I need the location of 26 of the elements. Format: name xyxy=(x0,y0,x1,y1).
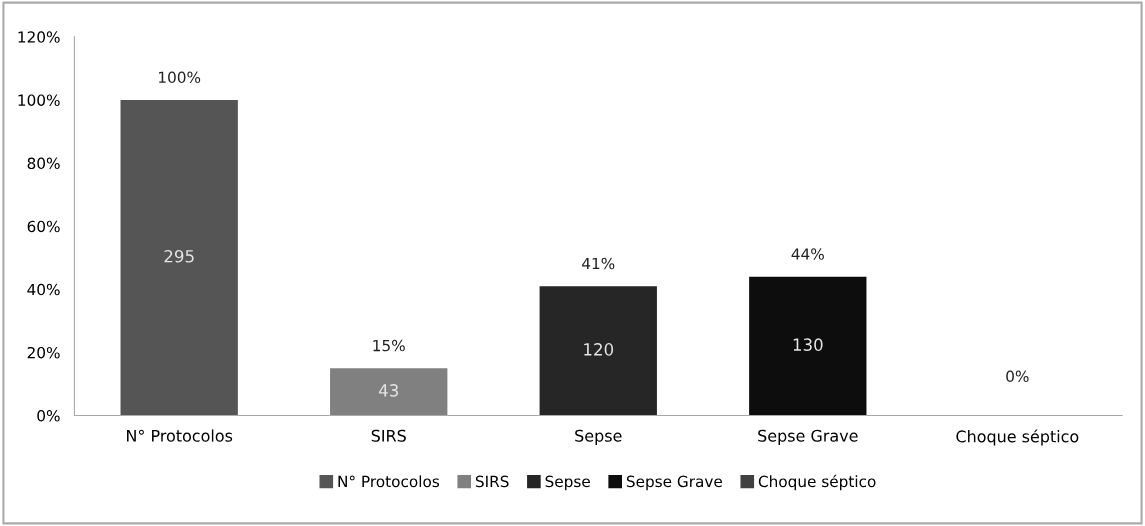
x-tick-label: SIRS xyxy=(371,429,406,442)
x-tick-label: Sepse xyxy=(575,429,622,445)
annotation: 120 xyxy=(584,343,614,356)
y-tick-label: 40% xyxy=(27,283,60,296)
legend-label: SIRS xyxy=(475,475,509,488)
y-tick-label: 60% xyxy=(27,220,60,233)
x-tick-label: Choque séptico xyxy=(956,429,1079,446)
legend-label: Choque séptico xyxy=(758,474,876,491)
y-tick-label: 100% xyxy=(18,94,60,106)
x-tick-label: N° Protocolos xyxy=(127,429,233,442)
legend-label: Sepse Grave xyxy=(626,475,722,491)
data-label: 100% xyxy=(159,71,201,84)
y-tick-label: 0% xyxy=(37,410,60,422)
annotation: 43 xyxy=(378,384,398,397)
data-label: 15% xyxy=(373,339,405,352)
y-tick-label: 20% xyxy=(27,346,60,359)
legend-label: N° Protocolos xyxy=(338,475,440,488)
annotation: 295 xyxy=(164,249,194,263)
data-label: 0% xyxy=(1006,370,1029,383)
x-tick-label: Sepse Grave xyxy=(758,429,858,445)
legend-label: Sepse xyxy=(545,475,590,491)
y-tick-label: 80% xyxy=(27,157,60,170)
data-label: 44% xyxy=(791,248,824,260)
data-label: 41% xyxy=(582,257,615,270)
annotation: 130 xyxy=(793,338,823,351)
y-tick-label: 120% xyxy=(18,31,60,43)
